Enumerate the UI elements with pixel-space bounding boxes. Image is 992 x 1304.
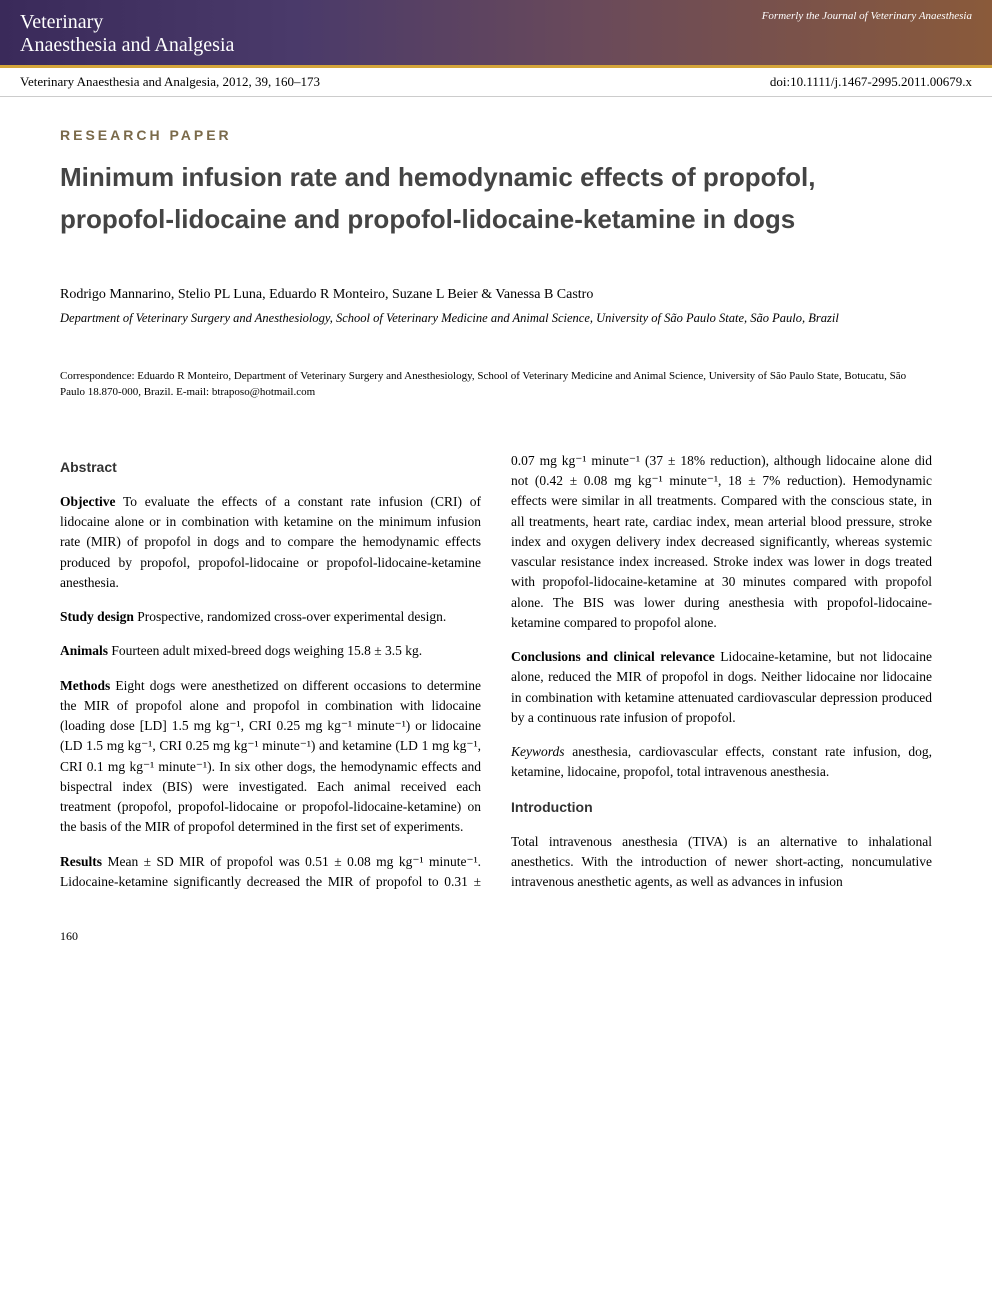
page-number: 160 [0,919,992,954]
formerly-text: Formerly the Journal of Veterinary Anaes… [762,10,972,22]
citation-bar: Veterinary Anaesthesia and Analgesia, 20… [0,68,992,97]
two-column-body: Abstract Objective To evaluate the effec… [60,451,932,899]
design-text: Prospective, randomized cross-over exper… [134,609,446,624]
authors-list: Rodrigo Mannarino, Stelio PL Luna, Eduar… [60,284,932,305]
article-title: Minimum infusion rate and hemodynamic ef… [60,157,932,240]
abstract-study-design: Study design Prospective, randomized cro… [60,607,481,627]
methods-label: Methods [60,678,110,693]
introduction-paragraph: Total intravenous anesthesia (TIVA) is a… [511,832,932,893]
paper-type-label: RESEARCH PAPER [60,127,932,143]
keywords-label: Keywords [511,744,565,759]
abstract-heading: Abstract [60,457,481,478]
correspondence-text: Correspondence: Eduardo R Monteiro, Depa… [60,368,932,401]
citation-reference: Veterinary Anaesthesia and Analgesia, 20… [20,74,320,90]
journal-name-line2: Anaesthesia and Analgesia [20,34,972,57]
results-label: Results [60,854,102,869]
journal-header-banner: Veterinary Anaesthesia and Analgesia For… [0,0,992,68]
design-label: Study design [60,609,134,624]
methods-text: Eight dogs were anesthetized on differen… [60,678,481,835]
objective-label: Objective [60,494,115,509]
abstract-animals: Animals Fourteen adult mixed-breed dogs … [60,641,481,661]
introduction-heading: Introduction [511,797,932,818]
conclusions-label: Conclusions and clinical relevance [511,649,715,664]
abstract-conclusions: Conclusions and clinical relevance Lidoc… [511,647,932,728]
content-area: RESEARCH PAPER Minimum infusion rate and… [0,97,992,919]
abstract-objective: Objective To evaluate the effects of a c… [60,492,481,593]
animals-label: Animals [60,643,108,658]
abstract-methods: Methods Eight dogs were anesthetized on … [60,676,481,838]
doi-text: doi:10.1111/j.1467-2995.2011.00679.x [770,74,972,90]
affiliation-text: Department of Veterinary Surgery and Ane… [60,309,932,328]
abstract-keywords: Keywords anesthesia, cardiovascular effe… [511,742,932,783]
keywords-text: anesthesia, cardiovascular effects, cons… [511,744,932,779]
animals-text: Fourteen adult mixed-breed dogs weighing… [108,643,422,658]
objective-text: To evaluate the effects of a constant ra… [60,494,481,590]
page-container: Veterinary Anaesthesia and Analgesia For… [0,0,992,954]
